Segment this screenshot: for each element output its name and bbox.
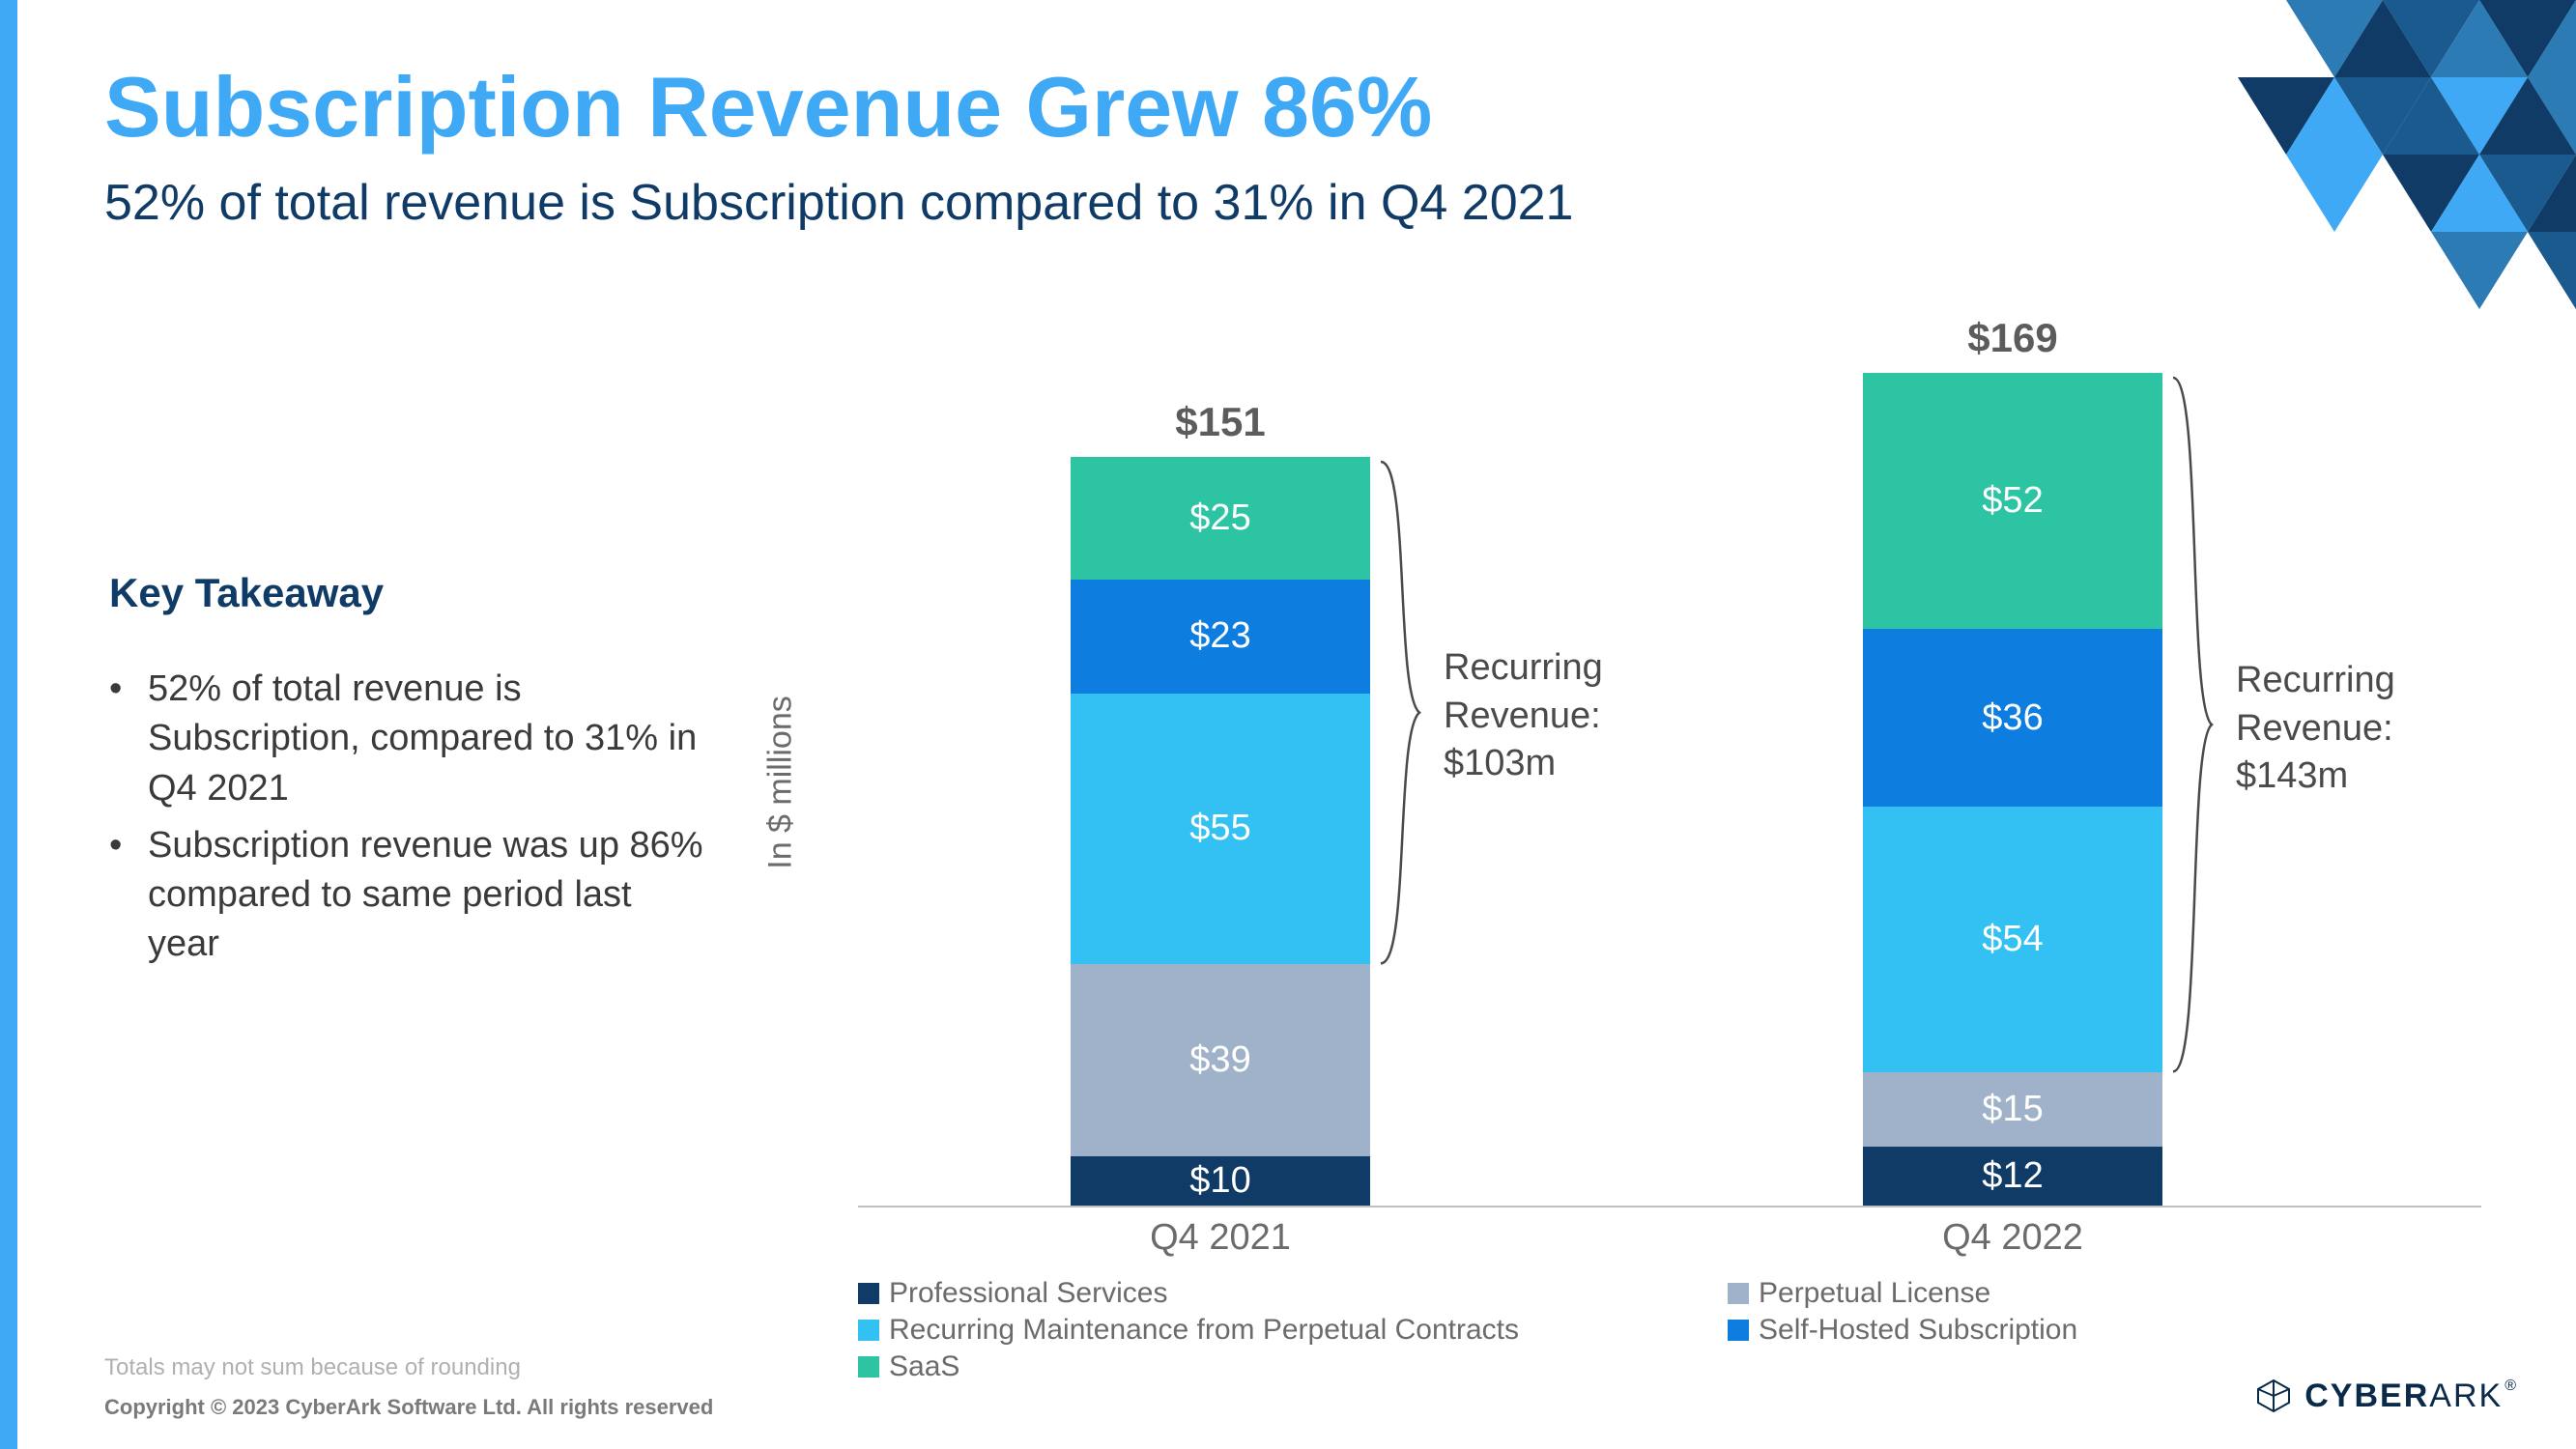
legend-swatch	[1728, 1320, 1749, 1341]
bar-total-label: $151	[1071, 399, 1370, 445]
chart-plot-area: $151$10$39$55$23$25Q4 2021RecurringReven…	[858, 367, 2481, 1208]
bar-segment: $15	[1863, 1072, 2162, 1147]
legend-swatch	[858, 1320, 879, 1341]
key-takeaway-heading: Key Takeaway	[109, 570, 708, 616]
recurring-bracket-label: RecurringRevenue:$143m	[2236, 657, 2395, 800]
footnote-copyright: Copyright © 2023 CyberArk Software Ltd. …	[104, 1395, 713, 1420]
bar-group-Q4-2022: $169$12$15$54$36$52	[1863, 373, 2162, 1206]
bar-segment: $23	[1071, 580, 1370, 693]
category-label: Q4 2021	[1071, 1217, 1370, 1259]
bar-segment: $25	[1071, 457, 1370, 581]
legend-item: Professional Services	[858, 1277, 1708, 1310]
bar-segment: $52	[1863, 373, 2162, 629]
category-label: Q4 2022	[1863, 1217, 2162, 1259]
legend-label: Perpetual License	[1759, 1277, 1990, 1310]
page-title: Subscription Revenue Grew 86%	[104, 58, 1432, 156]
recurring-bracket-label: RecurringRevenue:$103m	[1444, 644, 1603, 787]
bullet-2: Subscription revenue was up 86% compared…	[148, 821, 708, 970]
footnote-rounding: Totals may not sum because of rounding	[104, 1354, 521, 1381]
chart-legend: Professional Services Perpetual License Re…	[858, 1277, 2481, 1387]
corner-triangles-decoration	[1996, 0, 2576, 338]
bar-group-Q4-2021: $151$10$39$55$23$25	[1071, 457, 1370, 1206]
bar-segment: $39	[1071, 964, 1370, 1156]
legend-swatch	[858, 1356, 879, 1378]
brand-text: CYBERARK®	[2304, 1378, 2518, 1415]
bar-segment: $10	[1071, 1156, 1370, 1206]
bar-segment: $55	[1071, 694, 1370, 965]
legend-item: SaaS	[858, 1350, 1708, 1383]
legend-item: Perpetual License	[1728, 1277, 2462, 1310]
page-subtitle: 52% of total revenue is Subscription com…	[104, 174, 1573, 232]
bar-total-label: $169	[1863, 315, 2162, 361]
bar-segment: $36	[1863, 629, 2162, 807]
recurring-bracket	[1376, 459, 1444, 966]
bar-segment: $54	[1863, 807, 2162, 1072]
legend-item: Self-Hosted Subscription	[1728, 1314, 2462, 1347]
legend-label: SaaS	[889, 1350, 959, 1383]
legend-label: Professional Services	[889, 1277, 1167, 1310]
legend-label: Self-Hosted Subscription	[1759, 1314, 2077, 1347]
brand-cube-icon	[2254, 1377, 2293, 1415]
slide: Subscription Revenue Grew 86% 52% of tot…	[0, 0, 2576, 1449]
key-takeaway-block: Key Takeaway 52% of total revenue is Sub…	[109, 570, 708, 978]
legend-swatch	[858, 1283, 879, 1304]
stacked-bar-chart: In $ millions $151$10$39$55$23$25Q4 2021…	[781, 367, 2501, 1333]
bar-segment: $12	[1863, 1147, 2162, 1206]
recurring-bracket	[2168, 375, 2236, 1074]
legend-item: Recurring Maintenance from Perpetual Con…	[858, 1314, 1708, 1347]
legend-label: Recurring Maintenance from Perpetual Con…	[889, 1314, 1519, 1347]
legend-swatch	[1728, 1283, 1749, 1304]
y-axis-label: In $ millions	[762, 696, 800, 869]
bullet-1: 52% of total revenue is Subscription, co…	[148, 665, 708, 813]
brand-logo: CYBERARK®	[2254, 1377, 2518, 1415]
